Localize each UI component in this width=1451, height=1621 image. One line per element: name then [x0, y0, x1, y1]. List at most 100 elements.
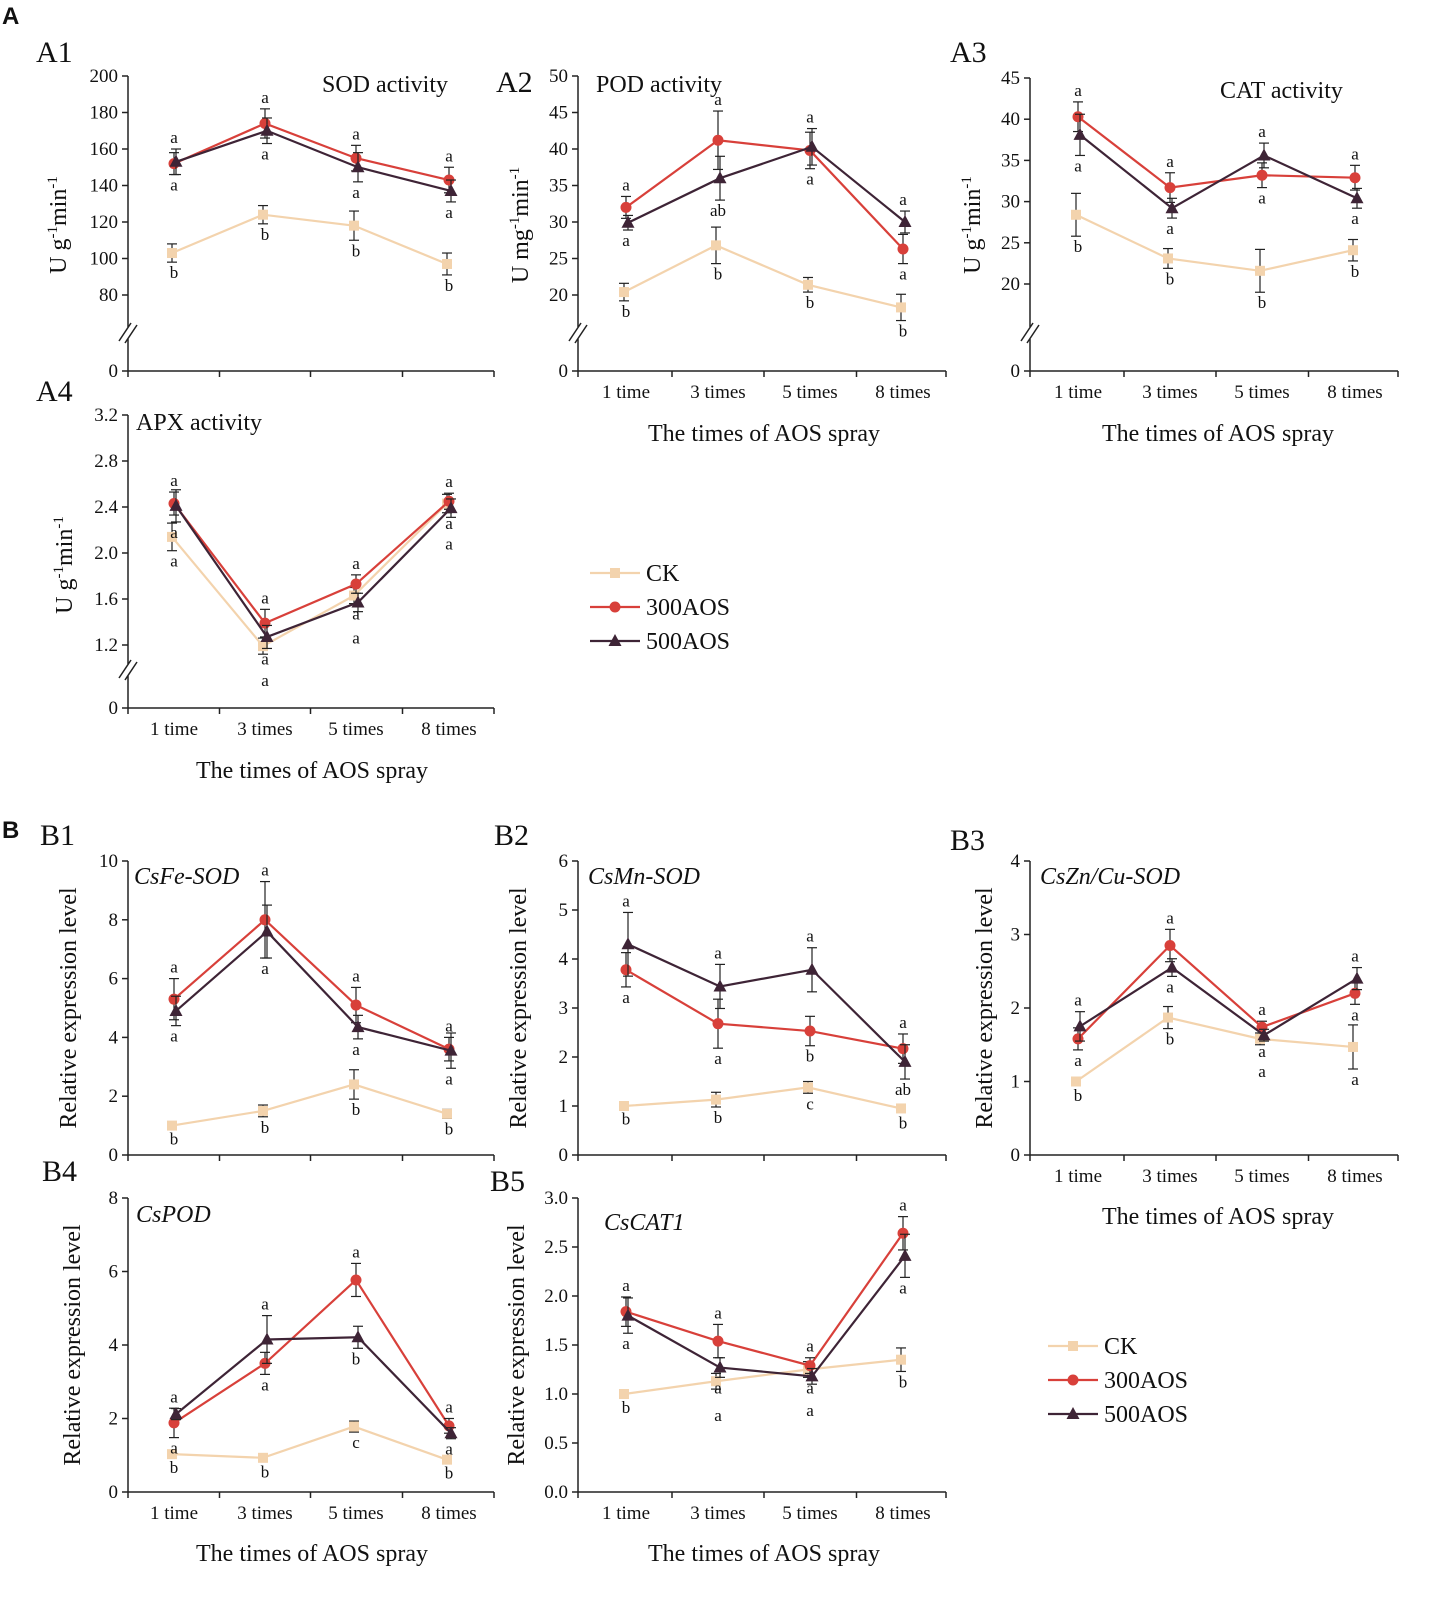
y-tick-label: 1.5	[544, 1335, 568, 1356]
data-point	[442, 258, 452, 269]
x-tick-label: 5 times	[782, 382, 837, 403]
significance-letter: b	[352, 1100, 361, 1119]
significance-letter: b	[622, 1398, 631, 1417]
significance-letter: b	[1074, 237, 1083, 256]
significance-letter: a	[1351, 1070, 1359, 1089]
data-point	[442, 1454, 452, 1465]
data-point	[444, 1426, 458, 1439]
legend-section-b: CK 300AOS 500AOS	[1048, 1334, 1188, 1428]
chart-title: CsMn-SOD	[588, 864, 700, 890]
y-tick-label: 0	[559, 1145, 569, 1166]
y-tick-label: 1.6	[94, 589, 118, 610]
y-tick-label: 0	[1011, 361, 1021, 382]
y-tick-label: 2.4	[94, 497, 118, 518]
data-point	[258, 209, 268, 220]
x-tick-label: 3 times	[690, 1503, 745, 1524]
data-point	[351, 595, 365, 608]
y-tick-label: 120	[90, 212, 119, 233]
data-point	[711, 1094, 721, 1105]
legend-marker	[608, 634, 622, 646]
data-point	[167, 1449, 177, 1460]
chart-panel-b5: B5 CsCAT1 0.0 0.5 1.0 1.5 2.0 2.5 3.0 1 time 3 tim…	[490, 1165, 947, 1567]
chart-panel-a4: A4 APX activity 0 1.2 1.6 2.0 2.4 2.8 3.2 1 time 3…	[36, 375, 495, 784]
axis-break-mark	[118, 659, 132, 679]
series-line	[1077, 115, 1356, 189]
significance-letter: b	[261, 225, 270, 244]
x-tick-label: 5 times	[1234, 1166, 1289, 1187]
y-axis-label: Relative expression level	[972, 887, 998, 1129]
data-point	[1163, 253, 1173, 264]
y-tick-label: 1.2	[94, 635, 118, 656]
significance-letter: a	[170, 471, 178, 490]
series-500aos	[621, 127, 912, 234]
data-point	[169, 154, 183, 167]
significance-letter: b	[1351, 262, 1360, 281]
series-300aos	[620, 1216, 909, 1375]
x-tick-label: 1 time	[150, 719, 198, 740]
significance-letter: a	[622, 988, 630, 1007]
y-tick-label: 3.2	[94, 405, 118, 426]
panel-label: B2	[494, 819, 529, 852]
y-axis-label-part: Relative expression level	[60, 1224, 86, 1466]
y-tick-label: 3.0	[544, 1188, 568, 1209]
x-axis-label: The times of AOS spray	[196, 758, 428, 784]
y-axis-label-superscript: -1	[51, 516, 67, 529]
data-point	[258, 641, 268, 652]
x-tick-label: 8 times	[1327, 382, 1382, 403]
y-tick-label: 140	[90, 176, 119, 197]
data-point	[1350, 971, 1364, 984]
series-line	[1075, 1016, 1354, 1083]
y-axis-label-superscript: -1	[51, 566, 67, 579]
y-axis-label: Relative expression level	[504, 1224, 530, 1466]
data-point	[711, 1376, 721, 1387]
y-tick-label: 3	[559, 998, 569, 1019]
data-point	[621, 1308, 635, 1321]
data-point	[619, 1389, 629, 1399]
significance-letter: a	[352, 966, 360, 985]
chart-title: POD activity	[596, 72, 722, 98]
y-axis-label-part: Relative expression level	[972, 887, 998, 1129]
data-point	[803, 279, 813, 290]
x-tick-label: 8 times	[421, 1503, 476, 1524]
chart-title: CsFe-SOD	[134, 864, 239, 890]
significance-letter: ab	[895, 1080, 911, 1099]
legend-label: 500AOS	[646, 629, 730, 655]
data-point	[1164, 940, 1176, 952]
data-point	[168, 993, 180, 1005]
significance-letter: a	[170, 128, 178, 147]
data-point	[1163, 1012, 1173, 1023]
significance-letter: a	[1166, 219, 1174, 238]
y-axis-label-part: U g	[960, 239, 986, 274]
significance-letter: b	[1166, 1030, 1175, 1049]
data-point	[619, 1101, 629, 1111]
series-line	[173, 1278, 450, 1427]
x-axis-label: The times of AOS spray	[1102, 421, 1334, 447]
significance-letter: a	[445, 472, 453, 491]
x-axis-label: The times of AOS spray	[648, 1541, 880, 1567]
series-500aos	[621, 911, 912, 1080]
y-axis-label-part: U g	[46, 239, 72, 274]
y-tick-label: 2.8	[94, 451, 118, 472]
data-point	[1257, 148, 1271, 161]
significance-letter: c	[352, 1433, 360, 1452]
y-tick-label: 6	[109, 969, 119, 990]
y-tick-label: 2.0	[94, 543, 118, 564]
data-point	[350, 578, 362, 590]
series-line	[1077, 944, 1356, 1040]
panel-label: A4	[36, 375, 73, 408]
significance-letter: a	[170, 1388, 178, 1407]
significance-letter: a	[445, 1398, 453, 1417]
significance-letter: b	[714, 1108, 723, 1127]
axis-break-mark	[124, 324, 138, 344]
significance-letter: a	[445, 1069, 453, 1088]
data-point	[1072, 1033, 1084, 1045]
data-point	[349, 220, 359, 231]
significance-letter: a	[352, 554, 360, 573]
series-ck	[167, 1420, 452, 1465]
data-point	[897, 243, 909, 255]
y-tick-label: 160	[90, 139, 119, 160]
y-tick-label: 6	[559, 851, 569, 872]
axis-break-mark	[568, 322, 582, 342]
data-point	[620, 964, 632, 976]
